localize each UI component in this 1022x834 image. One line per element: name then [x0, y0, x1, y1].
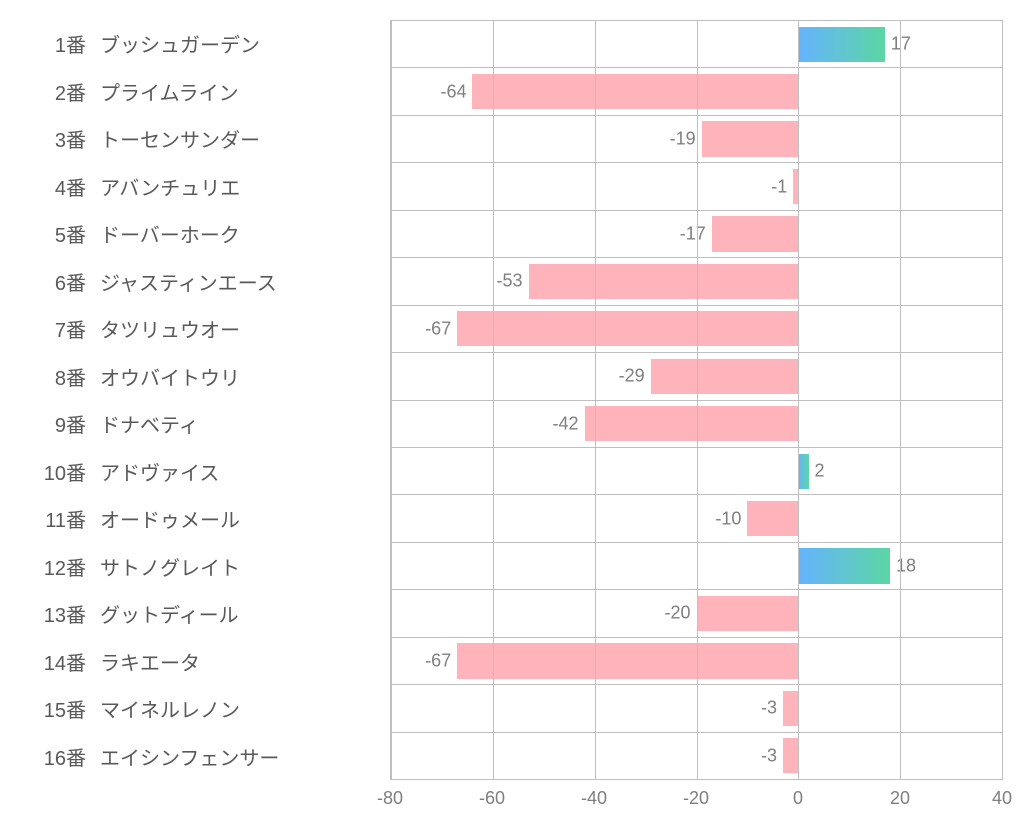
entry-number: 9番: [20, 409, 100, 438]
entry-name: エイシンフェンサー: [100, 742, 390, 771]
entry-name: ドナベティ: [100, 409, 390, 438]
bar-value-label: 18: [896, 556, 916, 577]
gridline: [1002, 20, 1003, 780]
entry-number: 10番: [20, 457, 100, 486]
bar-value-label: -67: [425, 318, 451, 339]
entry-label-row: 6番ジャスティンエース: [20, 258, 390, 306]
entry-label-row: 5番ドーバーホーク: [20, 210, 390, 258]
x-axis-tick: -40: [581, 788, 607, 809]
entry-number: 15番: [20, 694, 100, 723]
bar-value-label: -64: [440, 81, 466, 102]
entry-label-row: 10番アドヴァイス: [20, 448, 390, 496]
entry-name: オウバイトウリ: [100, 362, 390, 391]
bar: -3: [783, 738, 798, 773]
entry-name: サトノグレイト: [100, 552, 390, 581]
entry-label-row: 4番アバンチュリエ: [20, 163, 390, 211]
plot-area: 17-64-19-1-17-53-67-29-422-1018-20-67-3-…: [390, 20, 1002, 780]
entry-name: ブッシュガーデン: [100, 29, 390, 58]
entry-label-row: 3番トーセンサンダー: [20, 115, 390, 163]
bar: 2: [798, 454, 808, 489]
bar-value-label: -29: [619, 366, 645, 387]
bar-value-label: 2: [815, 461, 825, 482]
x-axis: -80-60-40-2002040: [390, 780, 1002, 814]
entry-number: 6番: [20, 267, 100, 296]
entry-label-row: 2番プライムライン: [20, 68, 390, 116]
entry-name: ラキエータ: [100, 647, 390, 676]
entry-number: 5番: [20, 219, 100, 248]
bar-value-label: -67: [425, 650, 451, 671]
bar: 18: [798, 548, 890, 583]
bar-value-label: -17: [680, 223, 706, 244]
bar: 17: [798, 27, 885, 62]
entry-number: 4番: [20, 172, 100, 201]
bar: -67: [457, 643, 798, 678]
bar: -29: [651, 359, 799, 394]
entry-name: アドヴァイス: [100, 457, 390, 486]
entry-name: アバンチュリエ: [100, 172, 390, 201]
entry-label-row: 14番ラキエータ: [20, 638, 390, 686]
bar: -20: [697, 596, 799, 631]
bar: -42: [585, 406, 799, 441]
gridline: [493, 20, 494, 780]
entry-name: タツリュウオー: [100, 314, 390, 343]
gridline: [697, 20, 698, 780]
x-axis-tick: -20: [683, 788, 709, 809]
entry-name: プライムライン: [100, 77, 390, 106]
gridline: [391, 20, 392, 780]
bar-value-label: -3: [761, 698, 777, 719]
entry-name: ドーバーホーク: [100, 219, 390, 248]
entry-number: 3番: [20, 124, 100, 153]
bar-value-label: -3: [761, 745, 777, 766]
x-axis-tick: 40: [992, 788, 1012, 809]
bar-value-label: -19: [670, 129, 696, 150]
entry-number: 1番: [20, 29, 100, 58]
entry-name: トーセンサンダー: [100, 124, 390, 153]
entry-label-row: 13番グットディール: [20, 590, 390, 638]
bar: -17: [712, 216, 799, 251]
x-axis-tick: 20: [890, 788, 910, 809]
entry-number: 14番: [20, 647, 100, 676]
entry-label-row: 7番タツリュウオー: [20, 305, 390, 353]
bar-value-label: -53: [496, 271, 522, 292]
x-axis-tick: 0: [793, 788, 803, 809]
entry-number: 8番: [20, 362, 100, 391]
entry-label-row: 9番ドナベティ: [20, 400, 390, 448]
entry-name: マイネルレノン: [100, 694, 390, 723]
bar: -10: [747, 501, 798, 536]
entry-label-row: 1番ブッシュガーデン: [20, 20, 390, 68]
entry-label-row: 16番エイシンフェンサー: [20, 733, 390, 781]
gridline: [798, 20, 799, 780]
entry-number: 2番: [20, 77, 100, 106]
x-axis-tick: -80: [377, 788, 403, 809]
entry-label-row: 11番オードゥメール: [20, 495, 390, 543]
x-axis-tick: -60: [479, 788, 505, 809]
entry-labels-column: 1番ブッシュガーデン2番プライムライン3番トーセンサンダー4番アバンチュリエ5番…: [20, 20, 390, 780]
entry-label-row: 12番サトノグレイト: [20, 543, 390, 591]
bar: -64: [472, 74, 798, 109]
entry-number: 16番: [20, 742, 100, 771]
bar-value-label: -20: [665, 603, 691, 624]
entry-number: 11番: [20, 504, 100, 533]
entry-name: グットディール: [100, 599, 390, 628]
horse-rating-chart: 1番ブッシュガーデン2番プライムライン3番トーセンサンダー4番アバンチュリエ5番…: [20, 20, 1002, 814]
entry-name: ジャスティンエース: [100, 267, 390, 296]
bar-value-label: -42: [552, 413, 578, 434]
bar-value-label: -10: [715, 508, 741, 529]
entry-name: オードゥメール: [100, 504, 390, 533]
bar: -67: [457, 311, 798, 346]
bar: -3: [783, 691, 798, 726]
entry-label-row: 15番マイネルレノン: [20, 685, 390, 733]
entry-number: 7番: [20, 314, 100, 343]
bar: -19: [702, 121, 799, 156]
entry-label-row: 8番オウバイトウリ: [20, 353, 390, 401]
gridline: [595, 20, 596, 780]
bar: -53: [529, 264, 799, 299]
gridline: [900, 20, 901, 780]
bar-value-label: -1: [771, 176, 787, 197]
entry-number: 12番: [20, 552, 100, 581]
entry-number: 13番: [20, 599, 100, 628]
